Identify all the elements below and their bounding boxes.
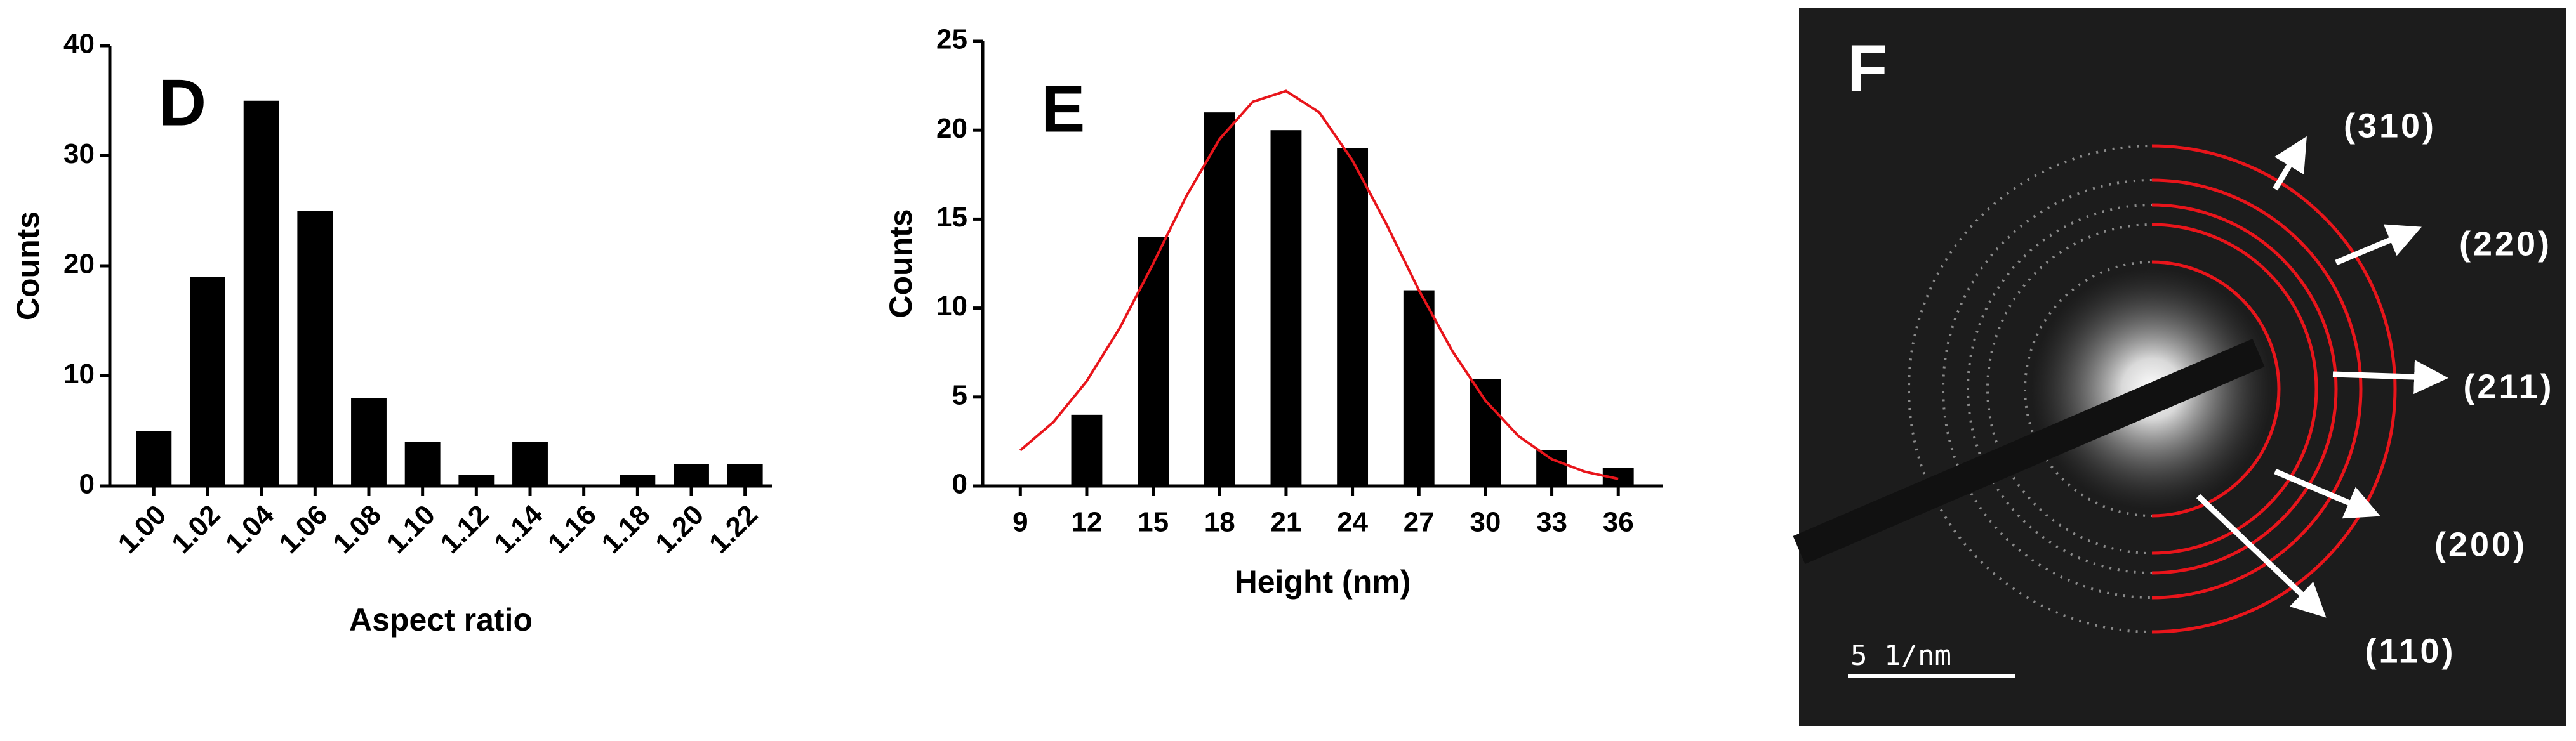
x-tick-label: 1.08 [327, 499, 387, 560]
y-tick-label: 5 [952, 379, 967, 410]
y-tick-label: 25 [936, 24, 967, 55]
x-tick-label: 1.18 [595, 499, 656, 560]
bar [190, 277, 225, 486]
y-tick-label: 10 [63, 358, 95, 390]
x-tick-label: 1.04 [220, 499, 281, 560]
x-tick-label: 1.16 [542, 499, 602, 560]
bar [1138, 237, 1169, 486]
axes [981, 41, 1663, 488]
ring-label: (310) [2344, 107, 2436, 145]
x-tick-label: 1.00 [112, 499, 172, 560]
x-tick-label: 1.02 [166, 499, 226, 560]
panel-label: F [1847, 32, 1888, 105]
y-tick-label: 40 [63, 29, 95, 60]
x-tick-label: 9 [1012, 507, 1028, 538]
x-tick-label: 30 [1470, 507, 1501, 538]
y-axis-title: Counts [883, 209, 919, 318]
bar [512, 442, 548, 486]
x-tick-label: 1.12 [434, 499, 495, 560]
beam-stop [1793, 338, 2265, 565]
bar [1071, 414, 1103, 486]
ring-label: (110) [2365, 632, 2455, 670]
x-tick-label: 1.20 [649, 499, 710, 560]
panel-label: D [159, 66, 206, 140]
x-tick-label: 1.06 [273, 499, 333, 560]
ring-label: (200) [2434, 525, 2527, 563]
x-tick-label: 1.14 [488, 499, 549, 560]
bar [1470, 379, 1501, 486]
y-tick-label: 20 [936, 113, 967, 144]
bar [1204, 112, 1235, 486]
x-tick-label: 36 [1603, 507, 1634, 538]
y-tick-label: 0 [952, 469, 967, 500]
x-tick-label: 1.22 [703, 499, 764, 560]
y-axis-title: Counts [10, 211, 46, 320]
x-tick-label: 1.10 [381, 499, 441, 560]
bar [1536, 450, 1567, 486]
y-tick-label: 0 [79, 469, 95, 500]
x-axis-title: Height (nm) [1235, 564, 1411, 600]
bar [1403, 290, 1435, 486]
y-tick-label: 30 [63, 138, 95, 169]
y-tick-label: 15 [936, 202, 967, 233]
bar [620, 475, 656, 486]
bar [458, 475, 495, 486]
bar [136, 431, 172, 486]
ring-label: (211) [2463, 367, 2554, 405]
bar [404, 442, 441, 486]
x-tick-label: 15 [1138, 507, 1169, 538]
x-tick-label: 27 [1404, 507, 1435, 538]
x-tick-label: 21 [1270, 507, 1301, 538]
axes [108, 46, 772, 488]
bar [674, 464, 709, 486]
x-tick-label: 18 [1204, 507, 1235, 538]
y-tick-label: 10 [936, 291, 967, 322]
scale-bar-label: 5 1/nm [1850, 639, 1951, 672]
bar [243, 100, 279, 486]
bar [1270, 130, 1302, 486]
x-tick-label: 24 [1337, 507, 1368, 538]
bar [727, 464, 763, 486]
x-axis-title: Aspect ratio [349, 602, 533, 638]
diffraction-panel: F (310) (220) (211) (200) (110) 5 1/nm [1793, 8, 2566, 726]
bar [1337, 148, 1369, 487]
y-tick-label: 20 [63, 249, 95, 280]
indexed-arcs [2151, 144, 2397, 634]
panel-label: E [1041, 72, 1085, 146]
bar [297, 211, 333, 486]
x-tick-label: 12 [1071, 507, 1102, 538]
x-tick-label: 33 [1536, 507, 1567, 538]
arrows [2196, 136, 2448, 618]
ring-label: (220) [2459, 225, 2552, 263]
bar [351, 398, 387, 486]
fit-curve [1019, 89, 1619, 480]
